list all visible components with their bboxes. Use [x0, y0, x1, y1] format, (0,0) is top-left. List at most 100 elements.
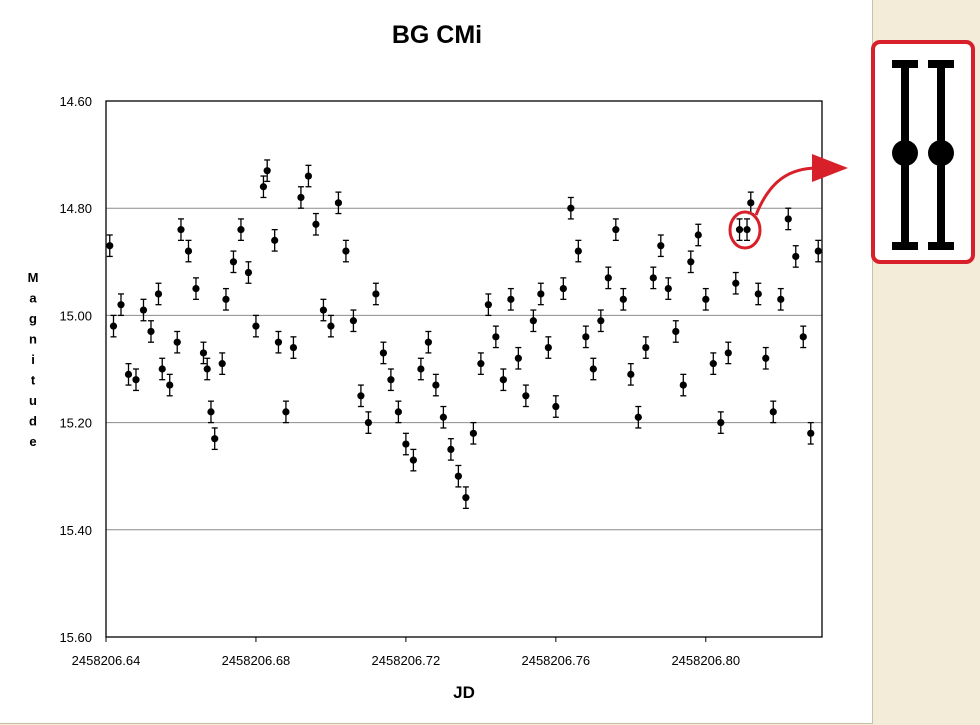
y-tick-label: 15.60	[59, 630, 92, 645]
data-marker	[589, 365, 597, 373]
data-marker	[777, 295, 785, 303]
data-point	[679, 373, 687, 397]
data-series	[106, 159, 822, 510]
highlight-annotation	[728, 40, 975, 264]
data-point	[754, 282, 762, 306]
data-marker	[154, 290, 163, 298]
data-point	[211, 427, 219, 451]
data-point	[672, 320, 680, 343]
data-point	[799, 325, 807, 349]
data-marker	[743, 226, 751, 234]
data-point	[514, 346, 522, 370]
data-point	[229, 250, 238, 274]
data-marker	[259, 183, 268, 191]
data-point	[218, 352, 226, 376]
data-point	[263, 159, 271, 183]
data-marker	[192, 285, 200, 293]
data-point	[192, 277, 200, 300]
data-marker	[282, 408, 290, 416]
data-marker	[597, 317, 605, 325]
data-point	[469, 421, 477, 445]
data-marker	[297, 193, 305, 202]
y-axis-title-letter: t	[31, 373, 36, 388]
data-marker	[211, 435, 219, 443]
x-tick-label: 2458206.72	[372, 653, 441, 668]
data-marker	[604, 274, 612, 282]
data-point	[454, 464, 462, 488]
data-marker	[312, 220, 320, 228]
data-point	[642, 336, 650, 359]
data-point	[567, 196, 575, 220]
y-axis-title-letter: n	[29, 332, 37, 347]
data-marker	[702, 295, 710, 303]
data-point	[462, 486, 470, 510]
data-marker	[402, 440, 410, 448]
x-axis-ticks: 2458206.64 2458206.68 2458206.72 2458206.76…	[72, 637, 740, 668]
data-marker	[218, 360, 226, 368]
data-marker	[432, 381, 440, 389]
data-point	[173, 330, 181, 354]
y-tick-label: 14.60	[59, 94, 92, 109]
data-point	[807, 421, 815, 445]
data-point	[244, 261, 253, 284]
data-point	[417, 357, 425, 381]
data-marker	[664, 285, 672, 293]
data-point	[724, 341, 732, 365]
x-axis-title: JD	[453, 683, 475, 702]
data-marker	[507, 295, 515, 303]
y-tick-label: 14.80	[59, 201, 92, 216]
data-marker	[237, 226, 245, 234]
data-marker	[492, 333, 500, 341]
data-marker	[792, 252, 800, 261]
data-marker	[364, 419, 373, 427]
data-point	[282, 400, 290, 424]
data-marker	[649, 274, 657, 282]
data-marker	[263, 167, 271, 175]
data-point	[154, 282, 163, 306]
data-point	[634, 405, 642, 429]
data-point	[166, 373, 174, 397]
data-point	[574, 239, 582, 263]
data-point	[124, 362, 133, 386]
data-marker	[319, 306, 328, 314]
data-point	[649, 266, 657, 290]
data-marker	[379, 349, 388, 357]
data-point	[139, 298, 148, 322]
data-marker	[184, 247, 193, 255]
zoom-inset	[871, 40, 975, 264]
chart-title: BG CMi	[392, 21, 482, 49]
y-axis-title-letter: M	[28, 270, 39, 285]
data-marker	[529, 317, 537, 325]
data-marker	[177, 226, 185, 234]
data-marker	[124, 370, 133, 378]
data-point	[735, 218, 744, 242]
data-marker	[372, 290, 380, 298]
data-point	[747, 191, 755, 215]
data-marker	[807, 429, 815, 437]
data-point	[499, 368, 507, 392]
data-point	[394, 400, 402, 424]
data-point	[709, 352, 717, 376]
data-point	[732, 271, 740, 295]
data-marker	[139, 306, 148, 314]
y-axis-title-letter: d	[29, 414, 37, 429]
data-marker	[735, 226, 744, 234]
data-point	[387, 368, 395, 392]
data-point	[252, 314, 260, 338]
data-marker	[582, 333, 590, 341]
data-point	[792, 245, 800, 268]
data-point	[597, 309, 605, 333]
data-point	[447, 438, 455, 461]
data-marker	[207, 408, 215, 416]
y-axis-title-letter: e	[29, 434, 36, 449]
data-marker	[117, 301, 125, 309]
data-point	[372, 282, 380, 306]
data-marker	[469, 429, 477, 437]
grid-lines	[106, 207, 822, 531]
x-tick-label: 2458206.68	[222, 653, 291, 668]
plot-area	[105, 100, 823, 638]
chart-panel	[0, 0, 873, 724]
y-axis-ticks: 14.60 14.80 15.00 15.20 15.40 15.60	[59, 94, 92, 645]
data-marker	[612, 226, 620, 234]
